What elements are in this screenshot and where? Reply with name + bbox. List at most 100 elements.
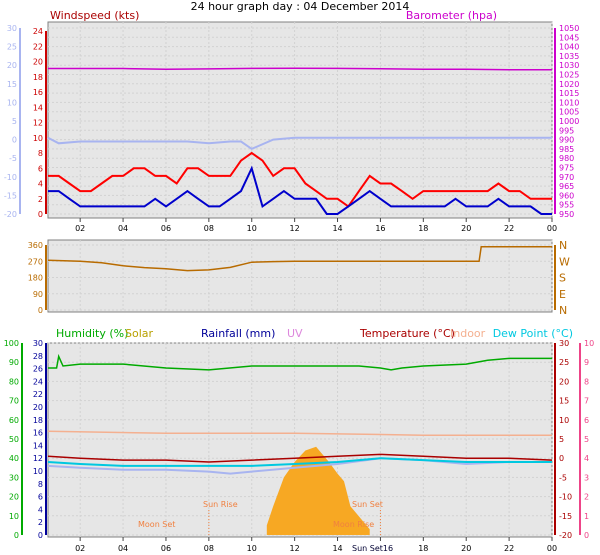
- temperature-tick-label: 25: [559, 358, 569, 367]
- pink-tick-label: 4: [584, 454, 589, 463]
- pink-tick-label: 7: [584, 397, 589, 406]
- outer-left-tick-label: -10: [4, 173, 17, 182]
- outer-left-tick-label: 30: [7, 24, 17, 33]
- x-tick-label: 20: [461, 544, 471, 553]
- rainfall-tick-label: 10: [33, 467, 43, 476]
- humidity-tick-label: 0: [14, 531, 19, 540]
- barometer-tick-label: 965: [559, 182, 574, 191]
- windspeed-tick-label: 0: [38, 210, 43, 219]
- temperature-lightblue-line: [47, 136, 552, 151]
- pink-tick-label: 2: [584, 493, 589, 502]
- x-tick-label: 08: [204, 544, 214, 553]
- windspeed-tick-label: 16: [33, 88, 43, 97]
- rainfall-tick-label: 28: [33, 352, 43, 361]
- barometer-axis-title: Barometer (hpa): [406, 9, 497, 22]
- astronomy-label: Moon Set: [138, 520, 175, 529]
- chart-title: 24 hour graph day : 04 December 2014: [191, 0, 410, 13]
- barometer-tick-label: 1000: [559, 117, 579, 126]
- barometer-tick-label: 1035: [559, 52, 579, 61]
- humidity-tick-label: 70: [9, 397, 19, 406]
- outer-left-tick-label: 20: [7, 61, 17, 70]
- x-tick-label: 12: [290, 224, 300, 233]
- x-tick-label: 00: [547, 224, 557, 233]
- barometer-tick-label: 955: [559, 201, 574, 210]
- astronomy-label: Sun Rise: [203, 500, 238, 509]
- temperature-tick-label: 15: [559, 397, 569, 406]
- barometer-tick-label: 1005: [559, 108, 579, 117]
- outer-left-axis-ticks: 30 25 20 15 10 5 0 -5 -10 -15 -20: [4, 24, 21, 219]
- temperature-line: [47, 453, 553, 463]
- pink-tick-label: 3: [584, 473, 589, 482]
- rainfall-tick-label: 18: [33, 416, 43, 425]
- x-tick-label: 10: [247, 544, 257, 553]
- windspeed-tick-label: 24: [33, 27, 43, 36]
- temperature-tick-label: -15: [559, 512, 572, 521]
- astronomy-label: Moon Rise: [333, 520, 374, 529]
- pink-tick-label: 6: [584, 416, 589, 425]
- rainfall-tick-label: 16: [33, 429, 43, 438]
- pink-tick-label: 8: [584, 377, 589, 386]
- barometer-line: [48, 67, 552, 71]
- barometer-tick-label: 1045: [559, 33, 579, 42]
- x-tick-label: 02: [75, 544, 85, 553]
- rainfall-tick-label: 26: [33, 365, 43, 374]
- humidity-tick-label: 80: [9, 377, 19, 386]
- dewpoint-line: [47, 457, 552, 467]
- dewpoint-label: Dew Point (°C): [493, 327, 573, 340]
- pink-tick-label: 0: [584, 531, 589, 540]
- barometer-tick-label: 960: [559, 191, 574, 200]
- temperature-tick-label: 20: [559, 377, 569, 386]
- barometer-tick-label: 950: [559, 210, 574, 219]
- outer-left-tick-label: 10: [7, 98, 17, 107]
- rainfall-tick-label: 22: [33, 390, 43, 399]
- x-tick-label: 14: [332, 544, 342, 553]
- pink-tick-label: 1: [584, 512, 589, 521]
- humidity-label: Humidity (%): [56, 327, 128, 340]
- windspeed-tick-label: 22: [33, 42, 43, 51]
- sun-set-16-label: Sun Set16: [352, 544, 393, 553]
- x-tick-label: 12: [290, 544, 300, 553]
- wind-panel-x-ticks: 02 04 06 08 10 12 14 16 18 20 22 00: [75, 218, 557, 233]
- wind-panel-background: [47, 21, 553, 219]
- compass-label: E: [559, 288, 566, 301]
- x-tick-label: 02: [75, 224, 85, 233]
- pink-tick-label: 10: [584, 339, 594, 348]
- direction-degree-ticks: 360 270 180 90 0: [28, 241, 47, 315]
- barometer-tick-label: 1030: [559, 61, 579, 70]
- humidity-tick-label: 30: [9, 473, 19, 482]
- direction-tick-label: 360: [28, 241, 43, 250]
- outer-left-tick-label: -5: [9, 154, 17, 163]
- x-tick-label: 20: [461, 224, 471, 233]
- solar-label: Solar: [125, 327, 154, 340]
- rainfall-tick-label: 0: [38, 531, 43, 540]
- humidity-tick-label: 90: [9, 358, 19, 367]
- outer-left-tick-label: 25: [7, 43, 17, 52]
- x-tick-label: 04: [118, 224, 128, 233]
- temperature-tick-label: -10: [559, 493, 572, 502]
- outer-left-tick-label: 0: [12, 136, 17, 145]
- astronomy-label: Sun Set: [352, 500, 383, 509]
- temperature-tick-label: -5: [559, 473, 567, 482]
- rainfall-tick-label: 20: [33, 403, 43, 412]
- compass-label: S: [559, 272, 566, 285]
- humidity-tick-label: 100: [4, 339, 19, 348]
- rainfall-label: Rainfall (mm): [201, 327, 275, 340]
- direction-panel-series: [47, 246, 552, 272]
- direction-tick-label: 90: [33, 290, 43, 299]
- humidity-tick-label: 50: [9, 435, 19, 444]
- windspeed-tick-label: 20: [33, 58, 43, 67]
- compass-label: N: [559, 239, 567, 252]
- windspeed-tick-label: 18: [33, 73, 43, 82]
- rainfall-tick-label: 12: [33, 454, 43, 463]
- outer-left-tick-label: 15: [7, 80, 17, 89]
- x-tick-label: 06: [161, 224, 171, 233]
- barometer-tick-label: 1020: [559, 80, 579, 89]
- temperature-axis-ticks: 30 25 20 15 10 5 0 -5 -10 -15 -20: [554, 339, 572, 540]
- rainfall-tick-label: 6: [38, 493, 43, 502]
- x-tick-label: 06: [161, 544, 171, 553]
- temp-panel-x-ticks: 02 04 06 08 10 12 14 18 20 22 00 Sun Set16: [75, 537, 557, 553]
- direction-tick-label: 0: [38, 306, 43, 315]
- feels-like-line: [47, 457, 552, 475]
